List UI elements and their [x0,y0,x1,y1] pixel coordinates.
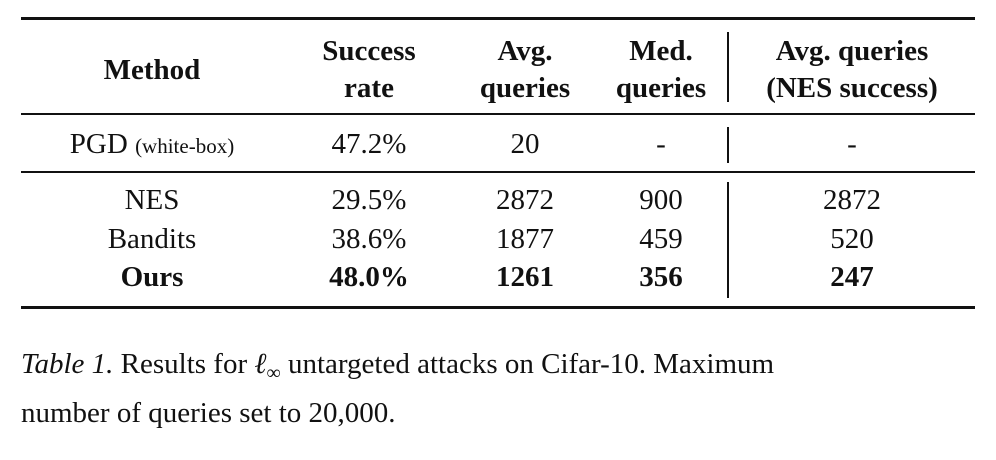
table-cell: 459 [639,223,683,255]
header-success-line1: Success [322,35,416,67]
table-row-bandits-method: Bandits [107,223,197,255]
column-divider [727,127,729,163]
header-success-line2: rate [344,72,394,104]
header-avg-line1: Avg. [497,35,553,67]
top-rule [21,17,975,20]
column-divider [727,32,729,102]
table-row-pgd-method: PGD (white-box) [21,125,283,165]
header-med-line2: queries [615,72,707,104]
column-divider [727,182,729,298]
caption-symbol: ℓ [254,348,267,380]
header-med-queries: Med. queries [595,33,727,107]
table-caption: Table 1. Results for ℓ∞ untargeted attac… [21,344,977,433]
caption-subscript: ∞ [266,362,281,384]
header-avgnes-line1: Avg. queries [775,35,929,67]
caption-text-after: untargeted attacks on Cifar-10. Maximum [280,348,775,380]
table-row-nes-method: NES [124,184,180,216]
header-method: Method [21,33,283,107]
header-rule [21,113,975,115]
table-cell: 48.0% [329,261,409,293]
table-cell: 29.5% [331,184,407,216]
table-cell: 247 [830,261,874,293]
group-rule [21,171,975,173]
table-row-ours-method: Ours [120,261,184,293]
table-cell: 356 [639,261,683,293]
caption-line-1: Table 1. Results for ℓ∞ untargeted attac… [21,344,977,393]
header-avg-line2: queries [479,72,571,104]
table-cell: 47.2% [331,128,407,160]
table-cell: 20 [510,128,540,160]
table-cell: 2872 [823,184,881,216]
header-avg-nes-queries: Avg. queries (NES success) [729,33,975,107]
caption-line-2: number of queries set to 20,000. [21,397,396,429]
table-cell: - [847,128,857,160]
method-note: (white-box) [135,134,235,158]
method-name: PGD [69,128,128,160]
header-avgnes-line2: (NES success) [766,72,938,104]
header-method-label: Method [103,54,201,86]
header-med-line1: Med. [629,35,693,67]
header-avg-queries: Avg. queries [455,33,595,107]
table-cell: 38.6% [331,223,407,255]
caption-label: Table 1. [21,348,114,380]
table-cell: 1261 [496,261,554,293]
table-cell: 900 [639,184,683,216]
table-cell: - [656,128,666,160]
header-success-rate: Success rate [283,33,455,107]
table-cell: 2872 [496,184,554,216]
bottom-rule [21,306,975,309]
caption-text-before: Results for [113,348,255,380]
table-cell: 1877 [496,223,554,255]
table-cell: 520 [830,223,874,255]
